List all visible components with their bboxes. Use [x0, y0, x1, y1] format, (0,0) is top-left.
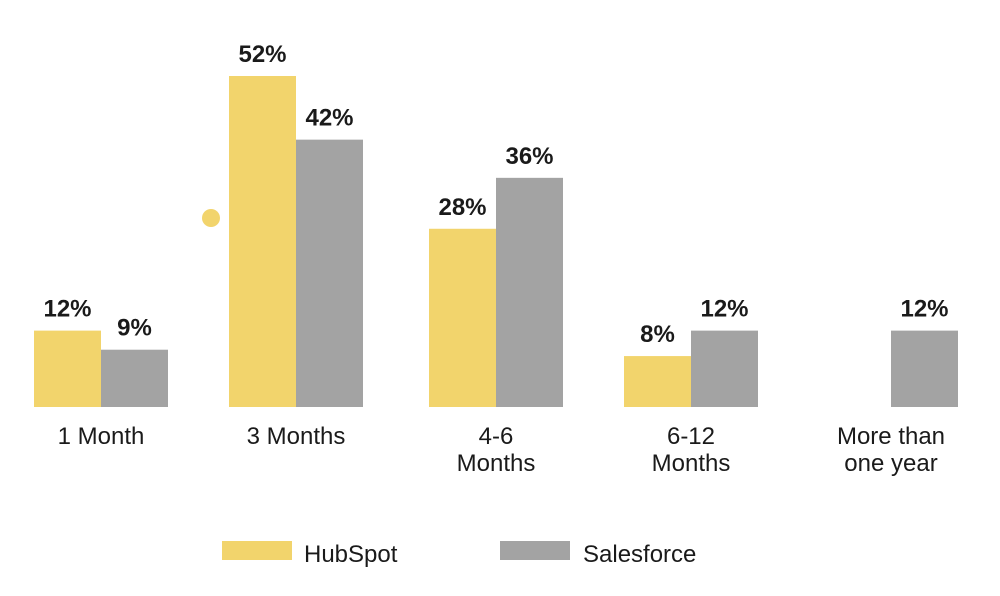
category-label-6-12-months: 6-12 Months: [652, 423, 731, 477]
category-label-4-6-months: 4-6 Months: [457, 423, 536, 477]
bar-salesforce-4-6-months: [496, 177, 563, 407]
category-label-3-months: 3 Months: [247, 423, 346, 450]
decorative-dot: [202, 209, 220, 227]
category-labels-group: 1 Month 3 Months 4-6 Months 6-12 Months More t…: [58, 423, 945, 477]
legend-label-hubspot: HubSpot: [304, 541, 398, 568]
value-label-hubspot-1-month: 12%: [43, 296, 91, 323]
category-label-more-than-one-year: More than one year: [837, 423, 945, 477]
value-label-salesforce-more-than-one-year: 12%: [900, 296, 948, 323]
legend-swatch-hubspot: [222, 541, 292, 560]
bar-salesforce-more-than-one-year: [891, 330, 958, 407]
bars-group: [34, 76, 958, 407]
bar-salesforce-1-month: [101, 349, 168, 407]
value-label-hubspot-6-12-months: 8%: [640, 321, 675, 348]
bar-salesforce-3-months: [296, 139, 363, 407]
value-label-salesforce-3-months: 42%: [305, 105, 353, 132]
category-label-1-month: 1 Month: [58, 423, 145, 450]
value-label-hubspot-3-months: 52%: [238, 41, 286, 68]
legend-swatch-salesforce: [500, 541, 570, 560]
bar-hubspot-4-6-months: [429, 228, 496, 407]
value-label-salesforce-1-month: 9%: [117, 315, 152, 342]
value-label-salesforce-6-12-months: 12%: [700, 296, 748, 323]
legend-label-salesforce: Salesforce: [583, 541, 696, 568]
value-labels-group: 12% 9% 52% 42% 28% 36% 8% 12% 12%: [43, 41, 948, 348]
bar-salesforce-6-12-months: [691, 330, 758, 407]
bar-hubspot-6-12-months: [624, 356, 691, 407]
value-label-salesforce-4-6-months: 36%: [505, 143, 553, 170]
bar-hubspot-3-months: [229, 76, 296, 407]
legend: HubSpot Salesforce: [222, 541, 696, 568]
bar-hubspot-1-month: [34, 330, 101, 407]
value-label-hubspot-4-6-months: 28%: [438, 194, 486, 221]
